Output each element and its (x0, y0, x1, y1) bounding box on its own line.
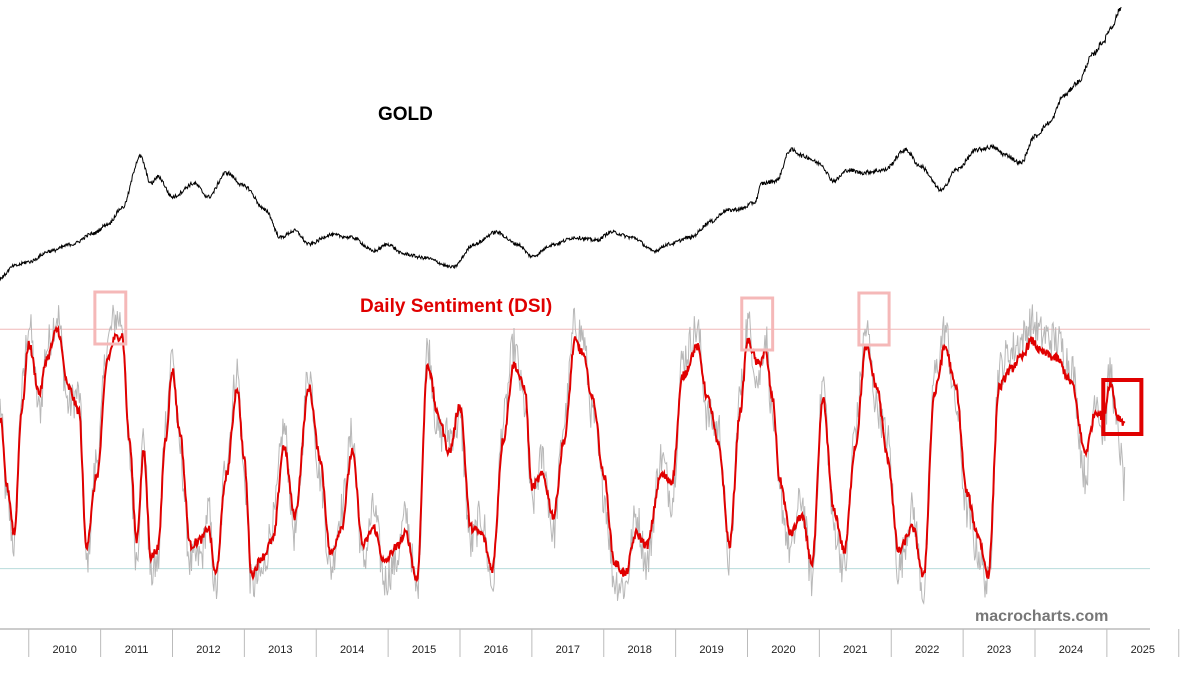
x-tick-label-2017: 2017 (556, 644, 580, 656)
brand-watermark: macrocharts.com (975, 608, 1108, 625)
gold-title: GOLD (378, 104, 433, 125)
x-tick-label-2023: 2023 (987, 644, 1011, 656)
x-axis: 2010 2011 2012 2013 2014 2015 2016 2017 2018 2019… (0, 628, 1180, 657)
x-tick-label-2019: 2019 (699, 644, 723, 656)
highlight-boxes (93, 290, 1144, 436)
dsi-raw-line (0, 304, 1126, 605)
x-tick-label-2012: 2012 (196, 644, 220, 656)
x-tick-label-2022: 2022 (915, 644, 939, 656)
dsi-raw-layer (0, 304, 1126, 605)
x-tick-label-2013: 2013 (268, 644, 292, 656)
highlight-box-2 (740, 296, 775, 352)
gold-price-line (0, 6, 1122, 282)
x-tick-label-2015: 2015 (412, 644, 436, 656)
x-tick-label-2014: 2014 (340, 644, 364, 656)
highlight-box-1 (93, 290, 128, 346)
gold-layer (0, 6, 1122, 282)
highlight-box-3 (857, 291, 891, 347)
x-tick-label-2011: 2011 (125, 644, 149, 656)
x-tick-label-2020: 2020 (771, 644, 795, 656)
dsi-smoothed-layer (0, 325, 1126, 583)
dsi-title: Daily Sentiment (DSI) (360, 296, 552, 317)
x-tick-label-2025: 2025 (1131, 644, 1155, 656)
dsi-smoothed-line (0, 325, 1126, 583)
x-tick-label-2021: 2021 (843, 644, 867, 656)
highlight-box-current (1101, 378, 1144, 436)
x-tick-label-2024: 2024 (1059, 644, 1083, 656)
x-tick-label-2010: 2010 (52, 644, 76, 656)
x-tick-label-2016: 2016 (484, 644, 508, 656)
x-tick-label-2018: 2018 (627, 644, 651, 656)
